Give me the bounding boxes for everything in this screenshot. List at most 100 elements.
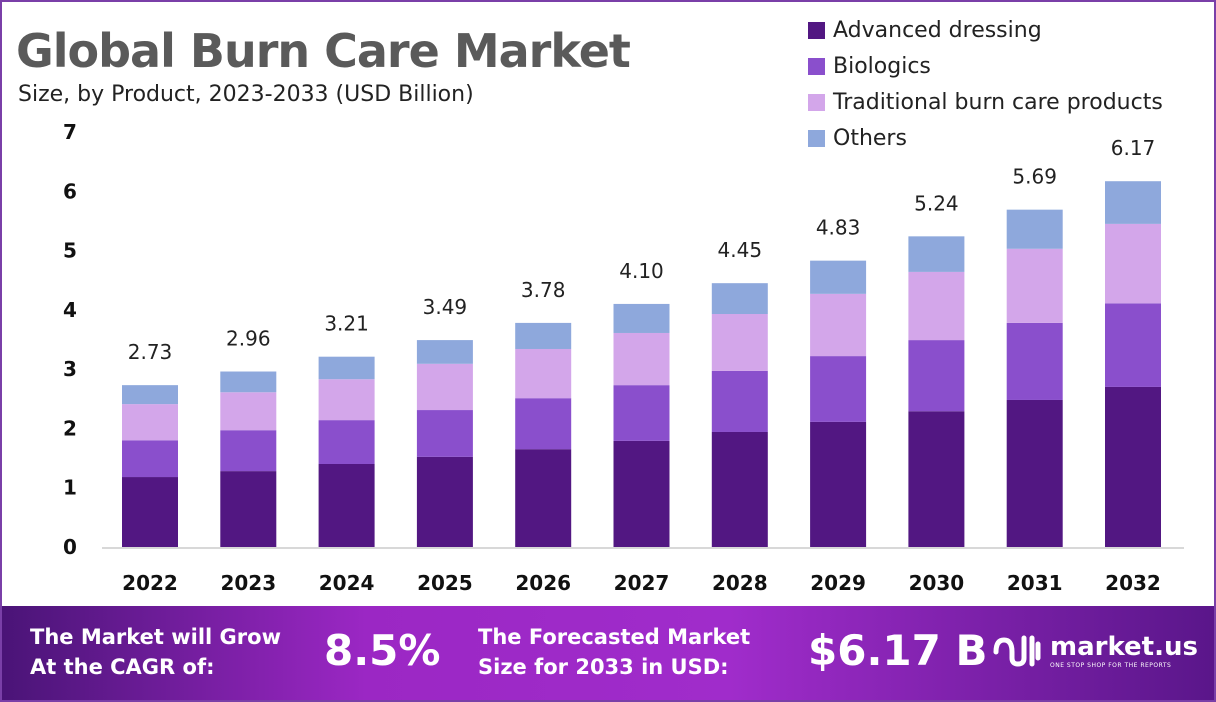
- cagr-label-line1: The Market will Grow: [30, 625, 281, 649]
- bar-segment-others: [810, 260, 867, 294]
- total-data-label: 3.21: [324, 312, 369, 336]
- legend-item: Advanced dressing: [808, 12, 1163, 48]
- y-tick-label: 7: [63, 120, 77, 144]
- bar-segment-traditional-burn-care-products: [613, 332, 670, 386]
- footer-banner: The Market will Grow At the CAGR of: 8.5…: [2, 606, 1214, 700]
- bar-segment-biologics: [416, 410, 473, 457]
- bar-segment-advanced-dressing: [711, 431, 768, 547]
- bar-segment-biologics: [613, 385, 670, 441]
- bar-segment-others: [613, 303, 670, 333]
- bar-segment-traditional-burn-care-products: [122, 404, 178, 441]
- y-tick-label: 2: [63, 416, 77, 440]
- x-tick-label: 2025: [417, 571, 473, 595]
- x-tick-label: 2030: [909, 571, 965, 595]
- y-tick-label: 6: [63, 179, 77, 203]
- bar-segment-biologics: [1006, 322, 1063, 400]
- bar-segment-biologics: [908, 340, 965, 412]
- total-data-label: 4.10: [619, 259, 664, 283]
- bar-segment-others: [908, 236, 965, 272]
- legend-item: Others: [808, 120, 1163, 156]
- x-tick-label: 2024: [319, 571, 375, 595]
- chart-title: Global Burn Care Market: [16, 24, 631, 78]
- legend-label: Biologics: [833, 53, 931, 79]
- bar-segment-others: [220, 371, 277, 393]
- bar-segment-traditional-burn-care-products: [1006, 248, 1063, 323]
- forecast-value: $6.17 B: [808, 626, 988, 675]
- bar-segment-advanced-dressing: [515, 449, 572, 547]
- x-tick-label: 2029: [810, 571, 866, 595]
- y-tick-label: 5: [63, 239, 77, 263]
- legend-label: Advanced dressing: [833, 17, 1042, 43]
- bar-segment-traditional-burn-care-products: [416, 363, 473, 411]
- bar-segment-traditional-burn-care-products: [220, 392, 277, 431]
- bar-segment-traditional-burn-care-products: [908, 271, 965, 341]
- bar-segment-advanced-dressing: [220, 471, 277, 547]
- total-data-label: 4.83: [816, 216, 861, 240]
- bar-segment-others: [122, 385, 178, 405]
- legend-swatch: [808, 57, 825, 75]
- bar-chart: 0 1 2 3 4 5 6 7 2.73 2022 2.96 2023 3.21 2024 3.49 2025…: [63, 120, 1184, 595]
- bar-segment-traditional-burn-care-products: [515, 348, 572, 399]
- bar-segment-biologics: [318, 420, 375, 464]
- total-data-label: 5.69: [1012, 165, 1057, 189]
- total-data-label: 2.96: [226, 327, 271, 351]
- bar-segment-others: [711, 283, 768, 315]
- x-tick-label: 2028: [712, 571, 768, 595]
- bar-segment-others: [416, 340, 473, 364]
- forecast-label-line1: The Forecasted Market: [478, 625, 751, 649]
- logo-icon: [993, 635, 1041, 667]
- bar-segment-biologics: [220, 430, 277, 472]
- forecast-label: The Forecasted Market Size for 2033 in U…: [478, 622, 750, 682]
- x-tick-label: 2032: [1105, 571, 1161, 595]
- bar-segment-advanced-dressing: [416, 456, 473, 547]
- total-data-label: 6.17: [1111, 136, 1156, 160]
- legend-label: Traditional burn care products: [833, 89, 1163, 115]
- x-tick-label: 2027: [614, 571, 670, 595]
- market-us-logo: market.us ONE STOP SHOP FOR THE REPORTS: [992, 630, 1198, 670]
- total-data-label: 2.73: [128, 340, 173, 364]
- bar-segment-biologics: [1105, 303, 1161, 387]
- bar-segment-traditional-burn-care-products: [1105, 223, 1161, 304]
- legend-item: Traditional burn care products: [808, 84, 1163, 120]
- bar-segment-others: [1105, 181, 1161, 224]
- legend-swatch: [808, 21, 825, 39]
- bar-segment-traditional-burn-care-products: [810, 293, 867, 357]
- y-tick-label: 1: [63, 476, 77, 500]
- bar-segment-biologics: [122, 440, 178, 478]
- y-tick-label: 4: [63, 298, 77, 322]
- logo-tagline: ONE STOP SHOP FOR THE REPORTS: [1050, 661, 1172, 669]
- cagr-label: The Market will Grow At the CAGR of:: [30, 622, 281, 682]
- bar-segment-biologics: [515, 398, 572, 450]
- x-tick-label: 2023: [220, 571, 276, 595]
- x-tick-label: 2026: [515, 571, 571, 595]
- bar-segment-others: [318, 356, 375, 380]
- bar-segment-advanced-dressing: [613, 440, 670, 547]
- chart-subtitle: Size, by Product, 2023-2033 (USD Billion…: [18, 82, 474, 107]
- bar-segment-biologics: [810, 356, 867, 422]
- x-tick-label: 2022: [122, 571, 178, 595]
- legend-item: Biologics: [808, 48, 1163, 84]
- bar-segment-biologics: [711, 370, 768, 432]
- total-data-label: 5.24: [914, 191, 959, 215]
- bar-segment-others: [1006, 209, 1063, 249]
- y-tick-label: 3: [63, 357, 77, 381]
- total-data-label: 4.45: [718, 238, 763, 262]
- bar-segment-advanced-dressing: [1006, 399, 1063, 547]
- x-tick-label: 2031: [1007, 571, 1063, 595]
- total-data-label: 3.78: [521, 278, 566, 302]
- legend: Advanced dressing Biologics Traditional …: [808, 12, 1163, 156]
- bar-segment-advanced-dressing: [122, 477, 178, 547]
- cagr-value: 8.5%: [324, 626, 441, 675]
- legend-swatch: [808, 93, 825, 111]
- total-data-label: 3.49: [423, 295, 468, 319]
- logo-name: market.us: [1050, 631, 1198, 662]
- legend-label: Others: [833, 125, 907, 151]
- bar-segment-traditional-burn-care-products: [711, 314, 768, 371]
- bar-segment-advanced-dressing: [1105, 386, 1161, 547]
- bar-segment-advanced-dressing: [810, 421, 867, 547]
- bar-segment-traditional-burn-care-products: [318, 379, 375, 421]
- y-tick-label: 0: [63, 535, 77, 559]
- cagr-label-line2: At the CAGR of:: [30, 655, 215, 679]
- legend-swatch: [808, 129, 825, 147]
